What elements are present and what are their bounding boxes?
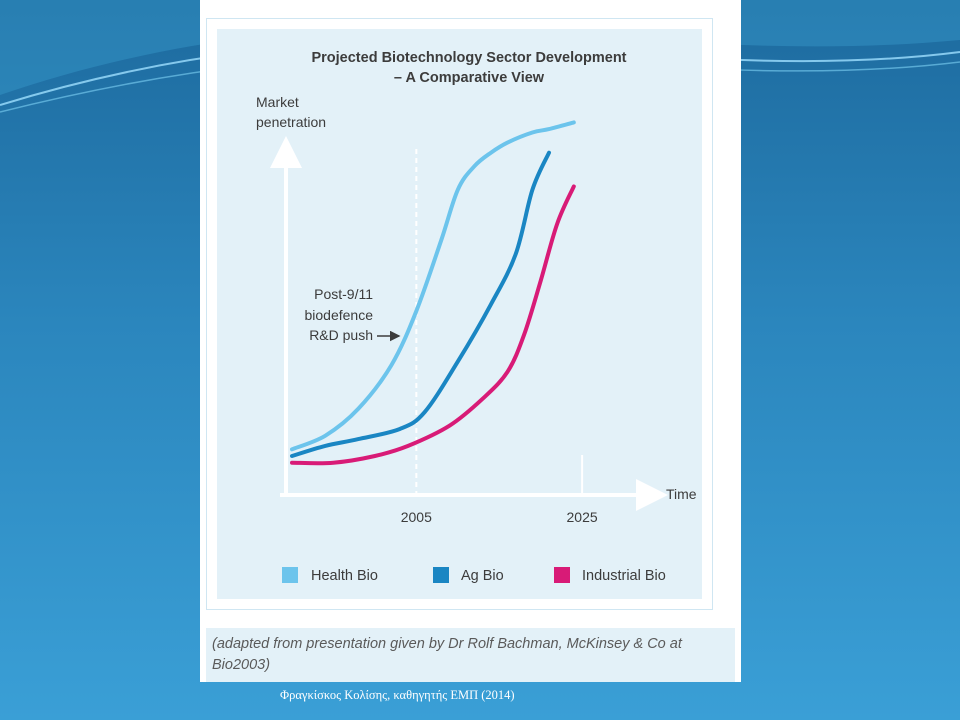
figure-card: Projected Biotechnology Sector Developme… — [200, 0, 741, 682]
slide-footer: Φραγκίσκος Κολίσης, καθηγητής ΕΜΠ (2014) — [280, 688, 515, 702]
series-line-health-bio — [290, 120, 576, 452]
annotation-line-3: R&D push — [309, 327, 373, 343]
legend: Health Bio Ag Bio Industrial Bio — [282, 567, 666, 584]
annotation-line-1: Post-9/11 — [314, 286, 373, 302]
legend-swatch-ag-bio — [433, 567, 449, 583]
series-line-ag-bio — [290, 150, 551, 458]
caption-box: (adapted from presentation given by Dr R… — [206, 628, 735, 682]
y-axis-label-line-2: penetration — [256, 114, 326, 130]
legend-swatch-industrial-bio — [554, 567, 570, 583]
x-tick-label-2025: 2025 — [567, 509, 598, 525]
source-caption: (adapted from presentation given by Dr R… — [212, 636, 682, 673]
chart-title: Projected Biotechnology Sector Developme… — [311, 50, 626, 66]
legend-label-industrial-bio: Industrial Bio — [582, 568, 666, 584]
legend-swatch-health-bio — [282, 567, 298, 583]
chart-subtitle: – A Comparative View — [394, 70, 545, 86]
annotation-line-2: biodefence — [304, 307, 373, 323]
legend-label-health-bio: Health Bio — [311, 568, 378, 584]
x-tick-label-2005: 2005 — [401, 509, 432, 525]
x-axis-label: Time — [666, 486, 697, 502]
legend-label-ag-bio: Ag Bio — [461, 568, 504, 584]
chart-panel: Projected Biotechnology Sector Developme… — [206, 18, 713, 610]
series-line-industrial-bio — [290, 184, 576, 466]
chart-background — [217, 29, 702, 599]
y-axis-label-line-1: Market — [256, 94, 299, 110]
line-chart: Projected Biotechnology Sector Developme… — [256, 50, 697, 584]
